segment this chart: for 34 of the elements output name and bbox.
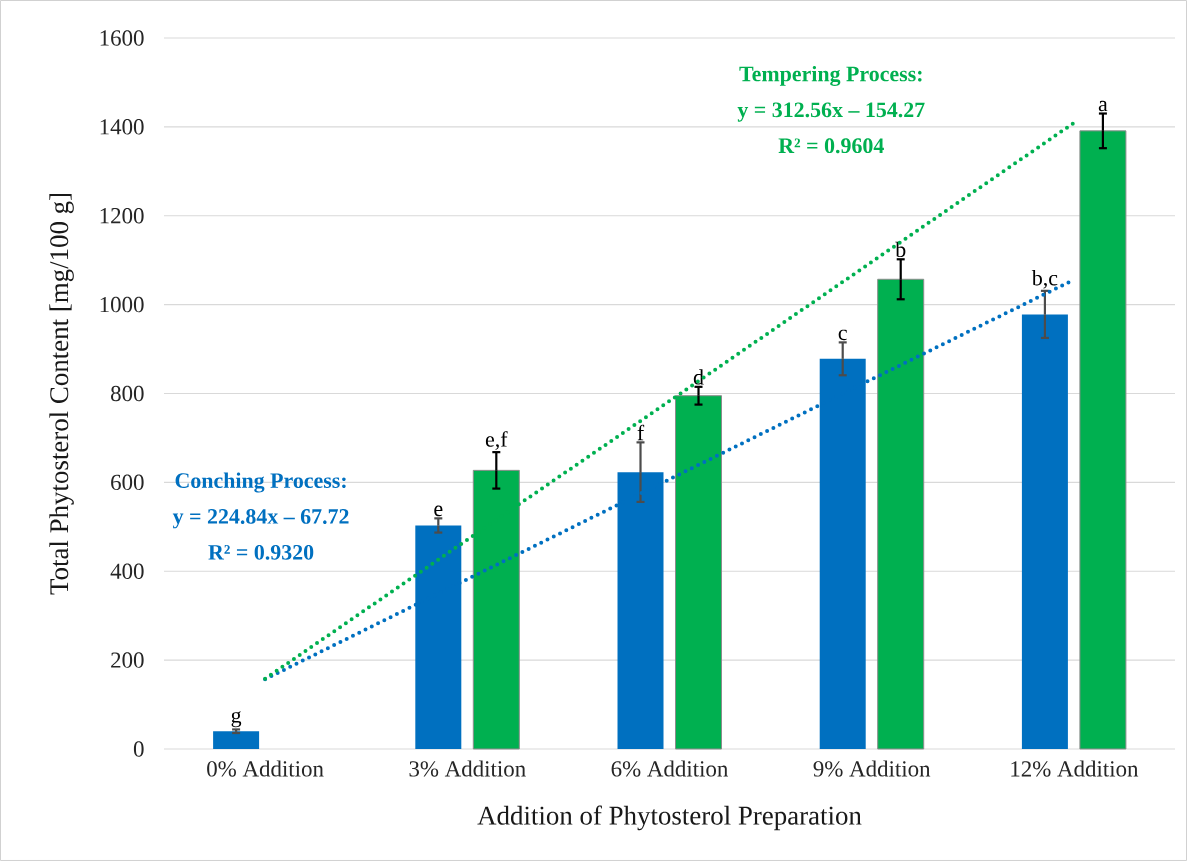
bar xyxy=(1079,130,1127,750)
annotation: Tempering Process: xyxy=(739,65,922,86)
y-tick-label: 800 xyxy=(110,385,144,402)
annotation: R² = 0.9320 xyxy=(208,544,314,560)
annotation: R² = 0.9604 xyxy=(778,138,884,154)
data-label: a xyxy=(1098,100,1108,112)
x-axis-title: Addition of Phytosterol Preparation xyxy=(477,805,862,831)
x-tick-label: 12% Addition xyxy=(1011,760,1139,777)
y-tick-label: 400 xyxy=(110,563,144,579)
bar xyxy=(877,278,925,750)
y-tick-label: 1000 xyxy=(100,296,144,313)
data-label: g xyxy=(231,711,242,728)
data-label: c xyxy=(838,329,847,341)
x-tick-label: 9% Addition xyxy=(813,760,931,777)
data-label: e xyxy=(434,505,443,517)
y-axis-title: Total Phytosterol Content [mg/100 g] xyxy=(49,193,74,595)
y-tick-label: 1200 xyxy=(100,207,144,224)
data-label: f xyxy=(637,424,645,441)
bar xyxy=(1021,314,1068,749)
data-label: b xyxy=(895,241,906,258)
bar xyxy=(213,731,260,749)
data-label: b,c xyxy=(1031,270,1058,289)
annotation: Conching Process: xyxy=(175,472,346,493)
y-tick-label: 1600 xyxy=(100,30,144,46)
y-tick-label: 0 xyxy=(133,741,144,757)
annotation: y = 312.56x – 154.27 xyxy=(737,102,925,122)
y-tick-label: 1400 xyxy=(100,119,144,135)
data-label: e,f xyxy=(485,431,508,450)
x-tick-label: 3% Addition xyxy=(409,760,526,777)
y-tick-label: 600 xyxy=(111,474,144,491)
y-tick-label: 200 xyxy=(111,652,144,668)
x-tick-label: 6% Addition xyxy=(611,760,729,777)
x-tick-label: 0% Addition xyxy=(207,760,324,777)
annotation: y = 224.84x – 67.72 xyxy=(172,509,349,529)
